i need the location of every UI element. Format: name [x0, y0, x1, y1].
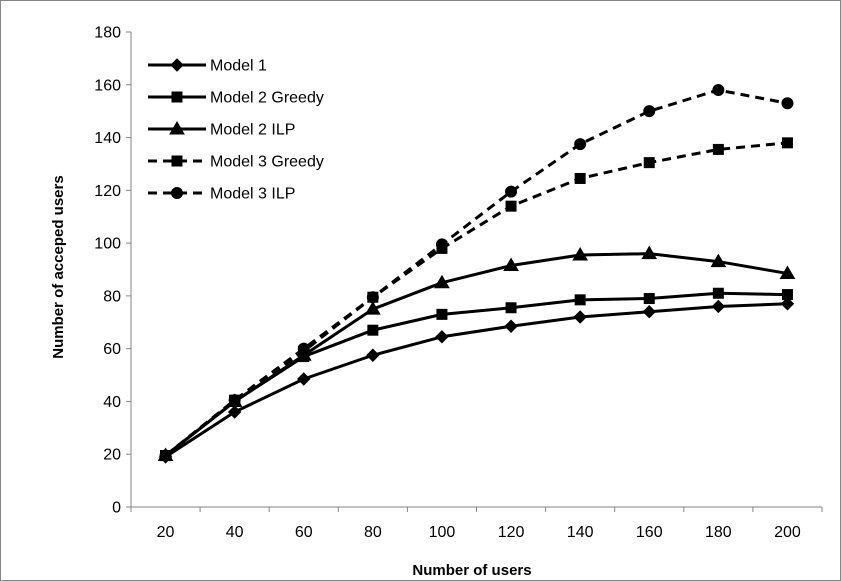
series-layer — [157, 84, 796, 464]
axes: 0 20 40 60 80 100 120 140 160 180 20 40 60 80 100 120 14… — [94, 25, 823, 541]
data-point-diamond — [642, 305, 656, 319]
data-point-square — [505, 302, 517, 314]
series-line — [164, 302, 788, 459]
data-point-circle — [574, 138, 587, 151]
series-line — [164, 88, 788, 457]
y-tick-label: 0 — [112, 500, 121, 517]
series-line — [164, 141, 788, 457]
data-point-triangle — [779, 265, 796, 279]
data-point-circle — [505, 185, 518, 198]
legend: Model 1 Model 2 Greedy Model 2 ILP Model 3 … — [148, 58, 324, 203]
data-point-diamond — [227, 405, 242, 419]
data-point-square — [643, 293, 655, 305]
legend-marker — [171, 155, 183, 167]
data-point-circle — [366, 291, 379, 304]
data-point-square — [574, 172, 586, 184]
legend-item: Model 3 Greedy — [148, 154, 324, 171]
legend-item: Model 2 Greedy — [148, 90, 324, 107]
legend-marker — [170, 58, 184, 72]
x-tick-label: 60 — [295, 524, 313, 541]
y-axis-title: Number of acceped users — [50, 175, 67, 358]
legend-item: Model 2 ILP — [148, 121, 295, 139]
legend-marker — [171, 91, 183, 103]
data-point-square — [643, 157, 655, 169]
data-point-triangle — [364, 301, 381, 315]
legend-label: Model 3 Greedy — [210, 154, 324, 171]
x-tick-label: 140 — [567, 524, 594, 541]
data-point-square — [574, 294, 586, 306]
legend-label: Model 1 — [210, 58, 267, 75]
x-tick-label: 40 — [226, 524, 244, 541]
data-point-circle — [159, 449, 172, 462]
x-axis-title: Number of users — [412, 562, 531, 579]
data-point-circle — [297, 342, 310, 355]
y-tick-label: 160 — [94, 77, 121, 94]
y-tick-label: 120 — [94, 183, 121, 200]
data-point-square — [436, 308, 448, 320]
y-tick-label: 140 — [94, 130, 121, 147]
y-tick-label: 20 — [103, 447, 121, 464]
data-point-triangle — [434, 274, 450, 289]
x-tick-label: 160 — [636, 524, 663, 541]
data-point-circle — [228, 394, 241, 407]
legend-label: Model 2 ILP — [210, 122, 295, 139]
y-tick-label: 100 — [94, 236, 121, 253]
legend-item: Model 1 — [148, 58, 267, 75]
data-point-square — [781, 289, 793, 301]
x-tick-label: 80 — [364, 524, 382, 541]
data-point-diamond — [366, 348, 380, 362]
data-point-diamond — [435, 330, 449, 344]
y-tick-label: 80 — [103, 288, 121, 305]
y-tick-label: 60 — [103, 341, 121, 358]
data-point-triangle — [641, 245, 658, 260]
x-tick-label: 100 — [429, 524, 456, 541]
data-point-square — [712, 143, 724, 155]
data-point-square — [367, 324, 379, 336]
legend-label: Model 2 Greedy — [210, 90, 324, 107]
series-model-3-ilp — [159, 84, 794, 462]
data-point-diamond — [573, 310, 587, 324]
series-model-2-ilp — [157, 245, 796, 462]
data-point-square — [781, 137, 793, 149]
data-point-square — [712, 287, 724, 299]
data-point-circle — [781, 97, 794, 110]
x-tick-label: 120 — [498, 524, 525, 541]
y-tick-label: 180 — [94, 25, 121, 42]
data-point-square — [505, 200, 517, 212]
x-tick-label: 200 — [774, 524, 801, 541]
legend-marker — [171, 187, 183, 199]
data-point-triangle — [572, 246, 589, 261]
x-tick-label: 20 — [157, 524, 175, 541]
data-point-diamond — [297, 372, 311, 386]
data-point-triangle — [503, 257, 519, 272]
data-point-triangle — [710, 253, 727, 268]
data-point-circle — [643, 105, 656, 118]
x-tick-label: 180 — [705, 524, 732, 541]
legend-marker — [169, 121, 185, 135]
data-point-diamond — [711, 299, 726, 314]
y-tick-label: 40 — [103, 394, 121, 411]
legend-label: Model 3 ILP — [210, 186, 295, 203]
data-point-circle — [712, 84, 725, 97]
legend-item: Model 3 ILP — [148, 186, 295, 203]
data-point-diamond — [504, 319, 518, 333]
data-point-circle — [435, 238, 448, 251]
series-line — [164, 252, 788, 457]
data-point-diamond — [780, 297, 795, 311]
